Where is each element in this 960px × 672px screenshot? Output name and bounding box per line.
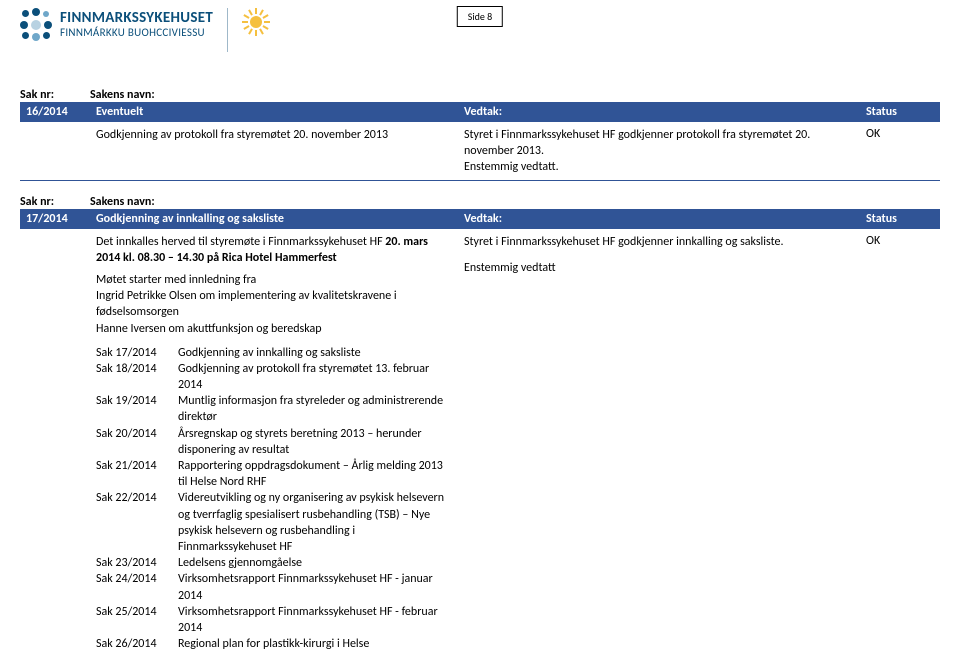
cell-empty [20, 230, 90, 657]
agenda-item: Sak 20/2014Årsregnskap og styrets beretn… [96, 426, 452, 458]
intro-line: Hanne Iversen om akuttfunksjon og bereds… [96, 321, 452, 337]
case-header-row: 16/2014 Eventuelt Vedtak: Status [20, 102, 940, 123]
content-area: Sak nr: Sakens navn: 16/2014 Eventuelt V… [0, 64, 960, 656]
agenda-item: Sak 21/2014Rapportering oppdragsdokument… [96, 458, 452, 490]
label-sakens-navn: Sakens navn: [90, 88, 155, 102]
case-title: Godkjenning av innkalling og saksliste [90, 209, 458, 229]
agenda-item-text: Godkjenning av protokoll fra styremøtet … [178, 361, 452, 393]
page-number-box: Side 8 [457, 6, 503, 27]
logo-dots-icon [20, 8, 54, 42]
case-body-row: Det innkalles herved til styremøte i Fin… [20, 230, 940, 657]
agenda-item-text: Muntlig informasjon fra styreleder og ad… [178, 393, 452, 425]
label-sak-nr: Sak nr: [20, 195, 90, 209]
meeting-call-text: Det innkalles herved til styremøte i Fin… [96, 235, 385, 249]
agenda-item-text: Videreutvikling og ny organisering av ps… [178, 490, 452, 555]
page-header: FINNMARKSSYKEHUSET FINNMÁRKKU BUOHCCIVIE… [0, 0, 960, 64]
page-number: Side 8 [468, 10, 492, 23]
status-value: OK [860, 123, 940, 180]
agenda-item-text: Rapportering oppdragsdokument – Årlig me… [178, 458, 452, 490]
agenda-item: Sak 22/2014Videreutvikling og ny organis… [96, 490, 452, 555]
decision-text: Styret i Finnmarkssykehuset HF godkjenne… [464, 128, 810, 158]
agenda-item-number: Sak 19/2014 [96, 393, 178, 425]
agenda-list: Sak 17/2014Godkjenning av innkalling og … [96, 345, 452, 653]
status-header: Status [860, 209, 940, 229]
agenda-item-number: Sak 20/2014 [96, 426, 178, 458]
agenda-item-text: Årsregnskap og styrets beretning 2013 – … [178, 426, 452, 458]
vedtak-header: Vedtak: [458, 209, 860, 229]
decision-unanimous: Enstemmig vedtatt [464, 261, 556, 275]
case-body-row: Godkjenning av protokoll fra styremøtet … [20, 123, 940, 181]
intro-line: Møtet starter med innledning fra [96, 272, 452, 288]
vedtak-header: Vedtak: [458, 102, 860, 122]
agenda-item-number: Sak 26/2014 [96, 636, 178, 652]
agenda-item: Sak 23/2014Ledelsens gjennomgåelse [96, 555, 452, 571]
label-sakens-navn: Sakens navn: [90, 195, 155, 209]
intro-line: Ingrid Petrikke Olsen om implementering … [96, 288, 452, 320]
agenda-item-number: Sak 25/2014 [96, 604, 178, 636]
case-description: Det innkalles herved til styremøte i Fin… [90, 230, 458, 657]
case-decision: Styret i Finnmarkssykehuset HF godkjenne… [458, 230, 860, 657]
agenda-item-number: Sak 24/2014 [96, 571, 178, 603]
logo-title: FINNMARKSSYKEHUSET [60, 11, 213, 27]
status-value: OK [860, 230, 940, 657]
case-description: Godkjenning av protokoll fra styremøtet … [90, 123, 458, 180]
agenda-item-text: Virksomhetsrapport Finnmarkssykehuset HF… [178, 604, 452, 636]
decision-unanimous: Enstemmig vedtatt. [464, 160, 559, 174]
status-header: Status [860, 102, 940, 122]
decision-text: Styret i Finnmarkssykehuset HF godkjenne… [464, 235, 784, 249]
agenda-item-text: Regional plan for plastikk-kirurgi i Hel… [178, 636, 452, 652]
agenda-item-number: Sak 17/2014 [96, 345, 178, 361]
agenda-item-text: Ledelsens gjennomgåelse [178, 555, 452, 571]
hospital-logo: FINNMARKSSYKEHUSET FINNMÁRKKU BUOHCCIVIE… [20, 8, 213, 42]
case-title: Eventuelt [90, 102, 458, 122]
agenda-item: Sak 18/2014Godkjenning av protokoll fra … [96, 361, 452, 393]
case-decision: Styret i Finnmarkssykehuset HF godkjenne… [458, 123, 860, 180]
case-number: 16/2014 [20, 102, 90, 122]
header-divider [227, 8, 228, 52]
label-sak-nr: Sak nr: [20, 88, 90, 102]
agenda-item: Sak 26/2014Regional plan for plastikk-ki… [96, 636, 452, 652]
sun-icon [242, 8, 270, 36]
agenda-item-number: Sak 21/2014 [96, 458, 178, 490]
agenda-item: Sak 19/2014Muntlig informasjon fra styre… [96, 393, 452, 425]
logo-text: FINNMARKSSYKEHUSET FINNMÁRKKU BUOHCCIVIE… [60, 11, 213, 38]
column-labels: Sak nr: Sakens navn: [20, 88, 940, 102]
agenda-item-text: Godkjenning av innkalling og saksliste [178, 345, 452, 361]
agenda-item: Sak 25/2014Virksomhetsrapport Finnmarkss… [96, 604, 452, 636]
agenda-item-text: Virksomhetsrapport Finnmarkssykehuset HF… [178, 571, 452, 603]
agenda-item-number: Sak 18/2014 [96, 361, 178, 393]
column-labels: Sak nr: Sakens navn: [20, 195, 940, 209]
case-number: 17/2014 [20, 209, 90, 229]
logo-subtitle: FINNMÁRKKU BUOHCCIVIESSU [60, 27, 213, 39]
agenda-item-number: Sak 22/2014 [96, 490, 178, 555]
agenda-item-number: Sak 23/2014 [96, 555, 178, 571]
cell-empty [20, 123, 90, 180]
case-header-row: 17/2014 Godkjenning av innkalling og sak… [20, 209, 940, 230]
agenda-item: Sak 24/2014Virksomhetsrapport Finnmarkss… [96, 571, 452, 603]
meeting-intro: Møtet starter med innledning fra Ingrid … [96, 272, 452, 337]
agenda-item: Sak 17/2014Godkjenning av innkalling og … [96, 345, 452, 361]
